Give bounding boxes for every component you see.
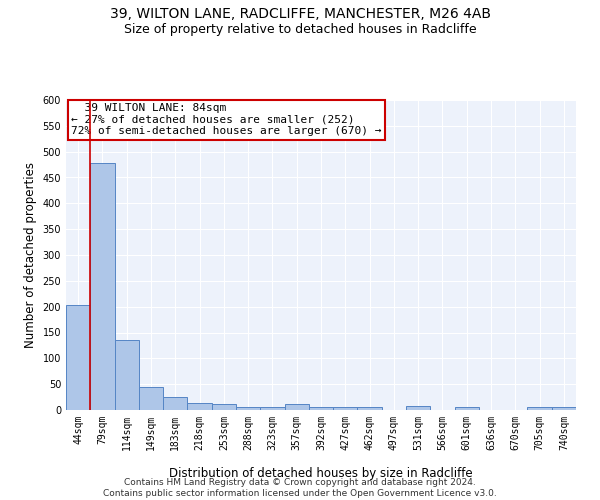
Bar	[358, 408, 382, 410]
Bar	[406, 406, 430, 410]
Bar	[187, 404, 212, 410]
Bar	[66, 305, 90, 410]
Bar	[115, 340, 139, 410]
Bar	[90, 163, 115, 410]
Bar	[309, 407, 333, 410]
Bar	[163, 397, 187, 410]
Text: Distribution of detached houses by size in Radcliffe: Distribution of detached houses by size …	[169, 467, 473, 480]
Bar	[333, 408, 358, 410]
Bar	[212, 404, 236, 410]
Text: 39, WILTON LANE, RADCLIFFE, MANCHESTER, M26 4AB: 39, WILTON LANE, RADCLIFFE, MANCHESTER, …	[110, 8, 491, 22]
Bar	[527, 408, 552, 410]
Bar	[260, 407, 284, 410]
Bar	[139, 388, 163, 410]
Bar	[552, 408, 576, 410]
Text: Size of property relative to detached houses in Radcliffe: Size of property relative to detached ho…	[124, 22, 476, 36]
Bar	[455, 408, 479, 410]
Text: 39 WILTON LANE: 84sqm
← 27% of detached houses are smaller (252)
72% of semi-det: 39 WILTON LANE: 84sqm ← 27% of detached …	[71, 103, 382, 136]
Text: Contains HM Land Registry data © Crown copyright and database right 2024.
Contai: Contains HM Land Registry data © Crown c…	[103, 478, 497, 498]
Bar	[236, 407, 260, 410]
Bar	[284, 404, 309, 410]
Y-axis label: Number of detached properties: Number of detached properties	[24, 162, 37, 348]
